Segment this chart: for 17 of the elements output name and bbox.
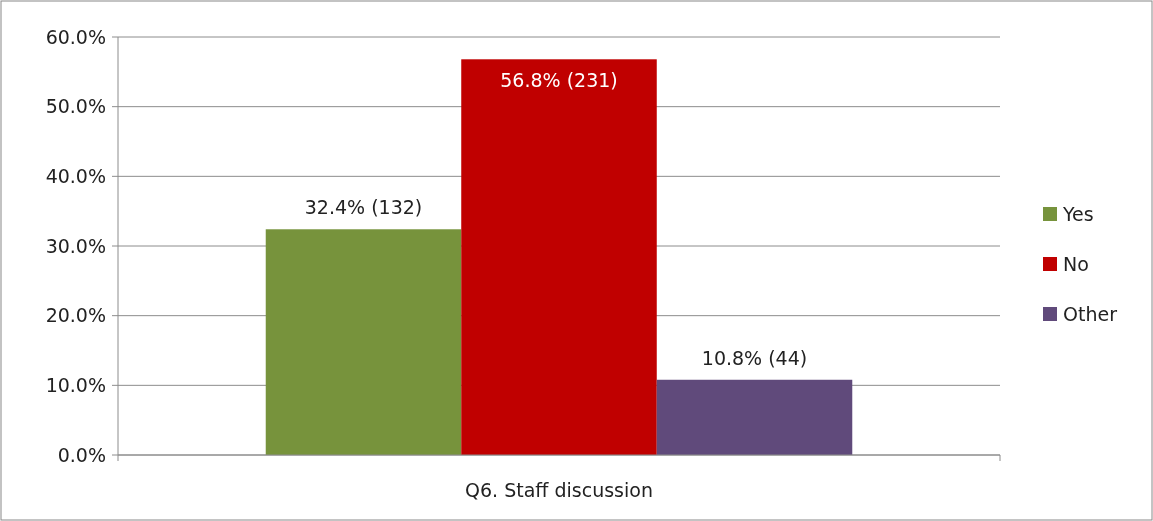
legend-label: Other [1063, 302, 1118, 325]
data-label: 32.4% (132) [304, 196, 423, 219]
y-tick-label: 10.0% [45, 373, 106, 396]
bar [265, 229, 462, 455]
y-tick-label: 50.0% [45, 95, 106, 118]
y-tick-label: 0.0% [57, 443, 106, 466]
bar [461, 59, 657, 455]
bar [656, 379, 853, 455]
data-label: 56.8% (231) [500, 69, 618, 92]
data-label: 10.8% (44) [701, 346, 808, 369]
y-tick-label: 20.0% [45, 304, 106, 327]
y-tick-label: 30.0% [45, 234, 106, 257]
x-tick-label: Q6. Staff discussion [465, 479, 653, 501]
y-tick-label: 40.0% [45, 164, 106, 187]
y-tick-label: 60.0% [45, 25, 106, 48]
legend-label: Yes [1062, 202, 1094, 225]
legend-label: No [1063, 252, 1089, 275]
